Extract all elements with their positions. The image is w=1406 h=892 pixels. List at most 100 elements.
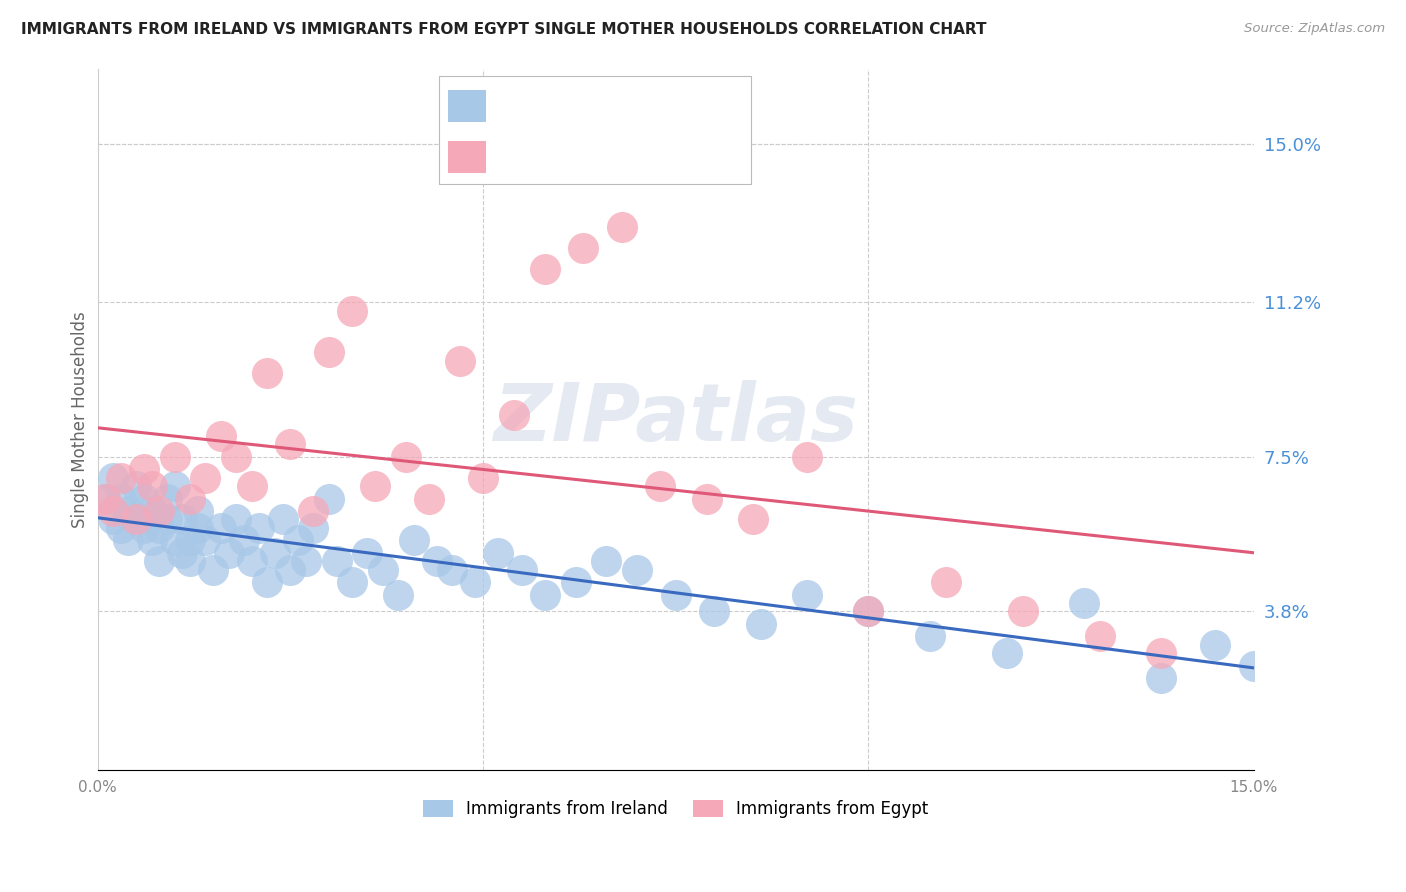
Point [249, 521, 271, 535]
Point [441, 563, 464, 577]
Point [101, 512, 124, 526]
Point [564, 575, 586, 590]
Point [340, 303, 363, 318]
Point [172, 546, 194, 560]
Point [318, 491, 340, 506]
Legend: Immigrants from Ireland, Immigrants from Egypt: Immigrants from Ireland, Immigrants from… [416, 793, 935, 825]
Point [148, 521, 170, 535]
Point [294, 554, 316, 568]
Point [240, 479, 263, 493]
Point [1011, 604, 1033, 618]
Point [1150, 646, 1173, 660]
Point [110, 491, 132, 506]
Point [132, 462, 155, 476]
Point [179, 554, 201, 568]
Point [110, 521, 132, 535]
Point [287, 533, 309, 548]
Point [1204, 638, 1226, 652]
Point [125, 479, 148, 493]
Point [464, 575, 486, 590]
Point [156, 491, 179, 506]
Point [340, 575, 363, 590]
Point [94, 491, 117, 506]
Point [920, 629, 942, 643]
Point [225, 512, 247, 526]
Point [650, 479, 672, 493]
Point [858, 604, 880, 618]
Point [858, 604, 880, 618]
Point [156, 512, 179, 526]
Point [163, 533, 186, 548]
Point [94, 491, 117, 506]
Text: ZIPatlas: ZIPatlas [494, 380, 858, 458]
Point [665, 588, 688, 602]
Point [533, 588, 555, 602]
Text: Source: ZipAtlas.com: Source: ZipAtlas.com [1244, 22, 1385, 36]
Point [325, 554, 347, 568]
Point [749, 616, 772, 631]
Point [502, 408, 524, 422]
Point [172, 512, 194, 526]
Point [572, 241, 595, 255]
Point [418, 491, 440, 506]
Point [934, 575, 956, 590]
Point [163, 479, 186, 493]
Point [472, 471, 495, 485]
Point [387, 588, 409, 602]
Point [995, 646, 1018, 660]
Point [703, 604, 725, 618]
Point [533, 262, 555, 277]
Point [356, 546, 378, 560]
Point [395, 450, 418, 464]
Point [209, 429, 232, 443]
Point [194, 533, 217, 548]
Point [187, 504, 209, 518]
Point [179, 491, 201, 506]
Point [101, 471, 124, 485]
Point [278, 437, 301, 451]
Point [148, 554, 170, 568]
Point [278, 563, 301, 577]
Point [233, 533, 256, 548]
Point [271, 512, 294, 526]
Point [132, 491, 155, 506]
Point [194, 471, 217, 485]
Point [1088, 629, 1111, 643]
Point [1073, 596, 1095, 610]
Point [209, 521, 232, 535]
Point [101, 504, 124, 518]
Point [302, 504, 325, 518]
Point [225, 450, 247, 464]
Point [117, 533, 139, 548]
Point [163, 450, 186, 464]
Point [132, 521, 155, 535]
Point [263, 546, 285, 560]
Point [110, 471, 132, 485]
Point [302, 521, 325, 535]
Point [256, 575, 278, 590]
Point [426, 554, 449, 568]
Point [202, 563, 225, 577]
Point [696, 491, 718, 506]
Text: IMMIGRANTS FROM IRELAND VS IMMIGRANTS FROM EGYPT SINGLE MOTHER HOUSEHOLDS CORREL: IMMIGRANTS FROM IRELAND VS IMMIGRANTS FR… [21, 22, 987, 37]
Point [318, 345, 340, 359]
Point [796, 588, 818, 602]
Point [449, 353, 471, 368]
Point [179, 533, 201, 548]
Point [595, 554, 617, 568]
Point [240, 554, 263, 568]
Point [141, 479, 163, 493]
Point [610, 220, 633, 235]
Point [486, 546, 509, 560]
Point [510, 563, 533, 577]
Point [187, 521, 209, 535]
Point [256, 367, 278, 381]
Point [371, 563, 394, 577]
Point [148, 504, 170, 518]
Point [402, 533, 425, 548]
Point [125, 512, 148, 526]
Point [1150, 671, 1173, 685]
Point [117, 504, 139, 518]
Point [141, 504, 163, 518]
Point [796, 450, 818, 464]
